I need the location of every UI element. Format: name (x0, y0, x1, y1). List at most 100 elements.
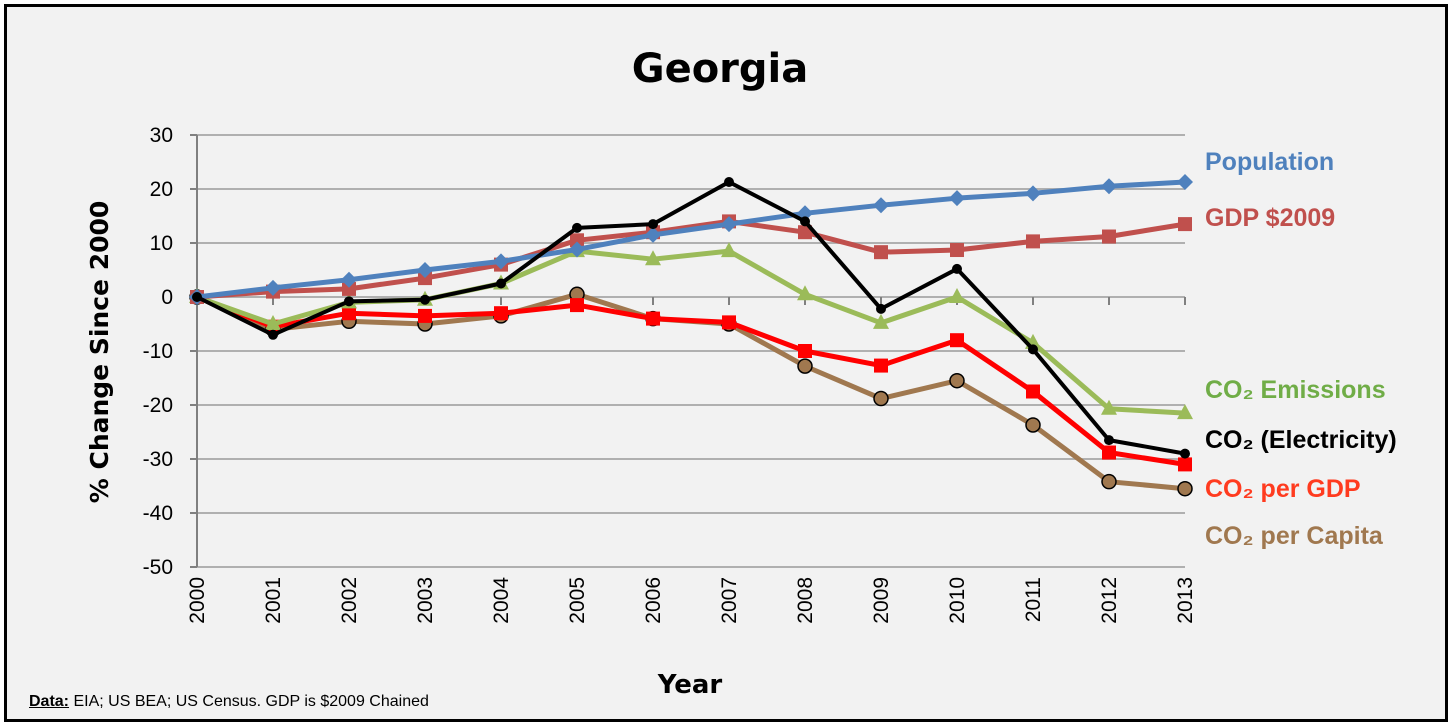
data-point (342, 281, 356, 296)
data-point (1178, 457, 1192, 472)
data-point (1180, 448, 1190, 459)
x-tick-label: 2013 (1174, 577, 1197, 624)
y-tick-label: 30 (150, 124, 173, 147)
data-point (1026, 234, 1040, 249)
data-point (268, 329, 278, 340)
x-tick-label: 2011 (1022, 577, 1045, 622)
chart-title: Georgia (632, 46, 809, 92)
data-point (1028, 344, 1038, 355)
y-tick-label: -20 (143, 394, 173, 417)
data-point (797, 285, 813, 301)
data-point (1104, 435, 1114, 446)
data-point (1102, 445, 1116, 460)
data-point (1177, 173, 1193, 190)
data-point (724, 176, 734, 187)
x-tick-label: 2009 (870, 577, 893, 624)
x-axis-label: Year (657, 670, 723, 700)
x-tick-label: 2008 (794, 577, 817, 624)
data-point (341, 271, 357, 288)
x-tick-label: 2006 (642, 577, 665, 624)
data-point (874, 358, 888, 373)
data-point (1101, 473, 1117, 490)
data-point (873, 390, 889, 407)
data-point (569, 241, 585, 258)
x-tick-label: 2002 (338, 577, 361, 624)
data-point (344, 296, 354, 307)
data-point (342, 306, 356, 321)
series-label-2: CO₂ Emissions (1205, 376, 1386, 404)
data-point (192, 292, 202, 302)
x-tick-label: 2010 (946, 577, 969, 624)
data-point (418, 308, 432, 323)
data-point (721, 216, 737, 233)
y-tick-label: 20 (150, 178, 173, 201)
data-point (873, 313, 889, 329)
series-label-3: CO₂ (Electricity) (1205, 426, 1397, 454)
data-point (1101, 178, 1117, 195)
data-point (949, 372, 965, 389)
data-point (950, 333, 964, 348)
data-point (1025, 185, 1041, 202)
data-point (1177, 404, 1193, 420)
x-tick-label: 2001 (262, 577, 285, 624)
data-point (798, 344, 812, 358)
x-tick-label: 2007 (718, 577, 741, 624)
chart-frame: Georgia 30 20 10 0 -10 -20 -30 -40 -50 2000 2001 200… (4, 4, 1448, 722)
data-point (1178, 217, 1192, 232)
data-point (874, 245, 888, 260)
data-point (646, 311, 660, 326)
data-point (722, 315, 736, 330)
data-point (417, 262, 433, 278)
data-point (418, 271, 432, 286)
data-point (645, 250, 661, 266)
y-tick-label: -50 (143, 556, 173, 579)
y-tick-label: -10 (143, 340, 173, 363)
data-point (721, 242, 737, 258)
x-tick-label: 2012 (1098, 577, 1121, 624)
data-point (949, 288, 965, 303)
y-axis-label: % Change Since 2000 (85, 201, 114, 504)
series-label-4: CO₂ per GDP (1205, 475, 1361, 503)
y-tick-label: -40 (143, 502, 173, 525)
y-tick-label: 0 (161, 286, 173, 309)
data-point (496, 278, 506, 289)
data-point (1025, 417, 1041, 433)
data-point (876, 303, 886, 314)
data-point (645, 226, 661, 243)
data-point (952, 263, 962, 274)
data-source-note: Data: EIA; US BEA; US Census. GDP is $20… (29, 693, 429, 711)
data-point (1177, 480, 1193, 497)
x-tick-label: 2005 (566, 577, 589, 624)
data-point (420, 294, 430, 305)
x-tick-label: 2000 (186, 577, 209, 624)
data-point (798, 225, 812, 240)
data-point (950, 243, 964, 258)
source-text: EIA; US BEA; US Census. GDP is $2009 Cha… (69, 693, 429, 710)
data-point (1102, 229, 1116, 244)
data-point (800, 216, 810, 227)
series-label-0: Population (1205, 148, 1334, 176)
data-point (265, 315, 281, 330)
data-label: Data: (29, 693, 70, 710)
y-tick-label: -30 (143, 448, 173, 471)
data-point (265, 279, 281, 296)
data-point (648, 219, 658, 230)
data-point (949, 190, 965, 207)
data-point (570, 233, 584, 248)
data-point (1101, 399, 1117, 415)
data-point (572, 222, 582, 233)
x-tick-label: 2004 (490, 577, 513, 624)
data-point (873, 197, 889, 214)
series-label-1: GDP $2009 (1205, 204, 1335, 232)
series-line-4 (196, 294, 1186, 467)
data-point (797, 358, 813, 374)
data-point (494, 306, 508, 321)
y-tick-label: 10 (150, 232, 173, 255)
data-point (570, 298, 584, 313)
x-tick-label: 2003 (414, 577, 437, 624)
series-line-1 (196, 218, 1186, 300)
series-label-5: CO₂ per Capita (1205, 522, 1384, 550)
series-line-3 (196, 179, 1186, 456)
data-point (1026, 384, 1040, 399)
